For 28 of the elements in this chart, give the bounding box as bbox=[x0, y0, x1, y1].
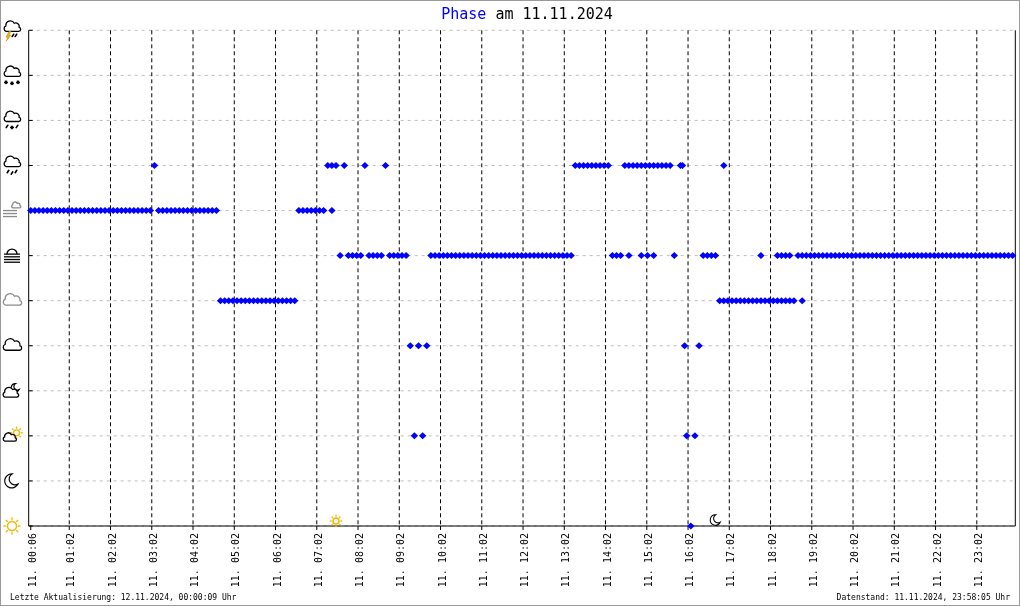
x-tick-label: 11. 15:02 bbox=[642, 533, 654, 588]
x-tick-label: 11. 05:02 bbox=[230, 533, 242, 588]
x-tick-label: 11. 06:02 bbox=[271, 533, 283, 588]
x-tick-label: 11. 08:02 bbox=[354, 533, 366, 588]
x-tick-label: 11. 22:02 bbox=[931, 533, 943, 588]
x-tick-label: 11. 14:02 bbox=[601, 533, 613, 588]
x-tick-label: 11. 00:06 bbox=[26, 533, 38, 588]
x-tick-label: 11. 18:02 bbox=[766, 533, 778, 588]
x-tick-label: 11. 04:02 bbox=[189, 533, 201, 588]
x-tick-label: 11. 13:02 bbox=[560, 533, 572, 588]
x-tick-label: 11. 01:02 bbox=[65, 533, 77, 588]
text: Phase bbox=[441, 5, 487, 23]
x-tick-label: 11. 21:02 bbox=[890, 533, 902, 588]
x-tick-label: 11. 23:02 bbox=[972, 533, 984, 588]
x-tick-label: 11. 16:02 bbox=[684, 533, 696, 588]
x-tick-label: 11. 17:02 bbox=[725, 533, 737, 588]
x-tick-label: 11. 09:02 bbox=[395, 533, 407, 588]
x-tick-label: 11. 03:02 bbox=[147, 533, 159, 588]
x-tick-label: 11. 12:02 bbox=[519, 533, 531, 588]
x-tick-label: 11. 11:02 bbox=[477, 533, 489, 588]
text: Letzte Aktualisierung: 12.11.2024, 00:00:09 Uhr bbox=[10, 593, 237, 602]
chart-title: am 11.11.2024 bbox=[495, 5, 613, 23]
x-tick-label: 11. 07:02 bbox=[312, 533, 324, 588]
x-tick-label: 11. 20:02 bbox=[849, 533, 861, 588]
x-tick-label: 11. 19:02 bbox=[807, 533, 819, 588]
x-tick-label: 11. 10:02 bbox=[436, 533, 448, 588]
x-tick-label: 11. 02:02 bbox=[106, 533, 118, 588]
text: Datenstand: 11.11.2024, 23:58:05 Uhr bbox=[836, 593, 1011, 602]
